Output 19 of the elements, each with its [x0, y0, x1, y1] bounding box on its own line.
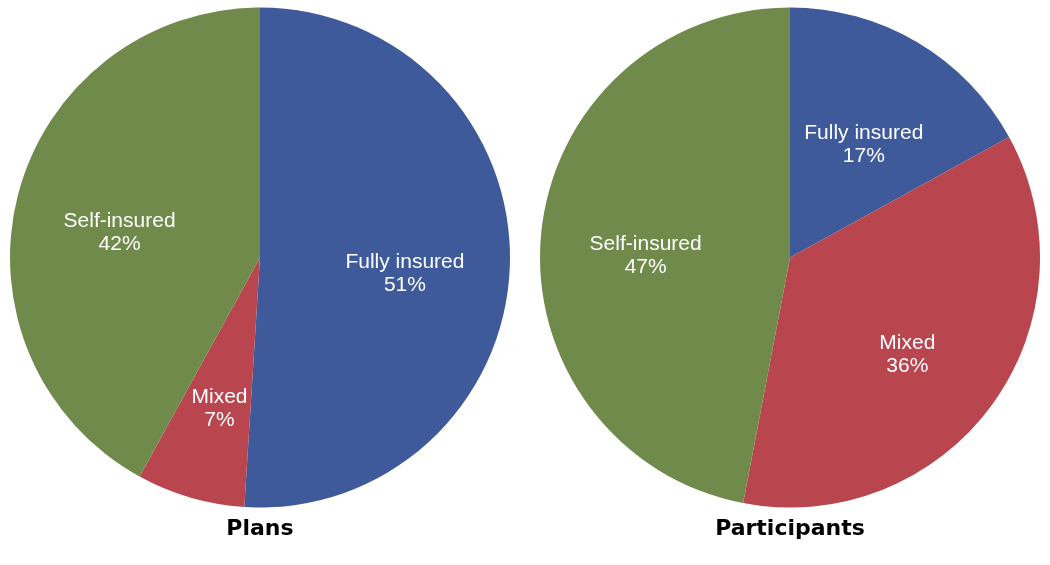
pie-slice	[244, 7, 510, 508]
pie-slice	[10, 7, 260, 477]
data-label: 17%	[842, 142, 885, 166]
data-label: 47%	[624, 253, 667, 277]
slice-label: Mixed	[879, 329, 936, 353]
data-label: 42%	[98, 231, 141, 255]
data-label: 51%	[383, 272, 426, 296]
text: Plans	[226, 515, 294, 540]
slice-label: Self-insured	[63, 208, 176, 232]
slice-label: Self-insured	[589, 230, 702, 254]
text: Participants	[715, 515, 865, 540]
slice-label: Fully insured	[345, 249, 465, 273]
slice-label: Fully insured	[804, 119, 924, 143]
pie-slice	[139, 257, 260, 508]
pie-slice	[540, 7, 790, 504]
slice-label: Mixed	[191, 383, 248, 407]
pie-slice	[790, 7, 1010, 258]
data-label: 36%	[886, 352, 929, 376]
data-label: 7%	[204, 406, 235, 430]
